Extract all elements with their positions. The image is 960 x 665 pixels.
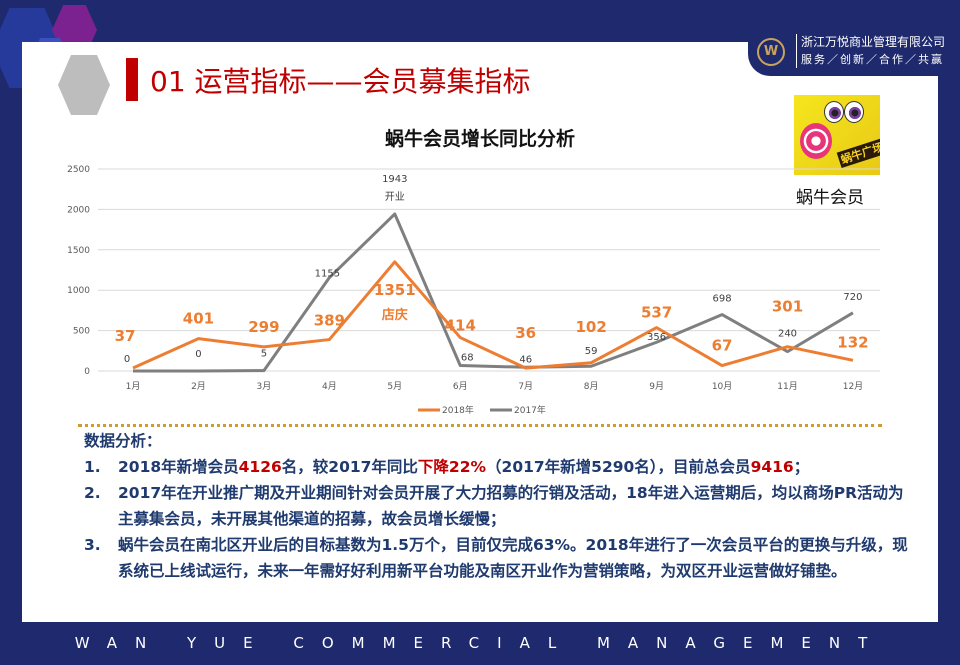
data-label: 1351 xyxy=(374,281,416,299)
x-tick-label: 6月 xyxy=(453,381,468,392)
x-tick-label: 2月 xyxy=(191,381,206,392)
snail-mascot-image: 蜗牛广场 xyxy=(794,95,880,175)
y-tick-label: 1500 xyxy=(67,246,90,256)
data-label: 299 xyxy=(248,318,279,336)
data-label: 698 xyxy=(713,294,732,305)
content-panel xyxy=(22,42,938,622)
y-tick-label: 0 xyxy=(84,367,90,377)
x-tick-label: 11月 xyxy=(777,381,797,392)
series-line xyxy=(132,260,854,370)
analysis-section: 数据分析： 1. 2018年新增会员4126名，较2017年同比下降22%（20… xyxy=(84,430,908,584)
chart-title: 蜗牛会员增长同比分析 xyxy=(384,128,575,150)
data-label: 0 xyxy=(195,349,201,360)
data-label: 67 xyxy=(712,337,733,355)
x-tick-label: 10月 xyxy=(712,381,732,392)
data-label: 356 xyxy=(647,332,666,343)
company-slogan: 服务／创新／合作／共赢 xyxy=(801,53,944,66)
snail-member-label: 蜗牛会员 xyxy=(796,188,864,208)
analysis-heading: 数据分析： xyxy=(84,432,162,450)
analysis-item: 2. 2017年在开业推广期及开业期间针对会员开展了大力招募的行销及活动，18年… xyxy=(84,480,908,532)
item-text: 2017年在开业推广期及开业期间针对会员开展了大力招募的行销及活动，18年进入运… xyxy=(118,484,904,528)
x-tick-label: 4月 xyxy=(322,381,337,392)
item-text: 2018年新增会员4126名，较2017年同比下降22%（2017年新增5290… xyxy=(118,458,810,476)
x-tick-label: 5月 xyxy=(387,381,402,392)
data-label: 59 xyxy=(585,346,598,357)
data-label: 1155 xyxy=(315,269,340,280)
page-title: 01 运营指标——会员募集指标 xyxy=(150,65,531,98)
data-label: 240 xyxy=(778,329,797,340)
x-tick-label: 1月 xyxy=(126,381,141,392)
data-label: 720 xyxy=(843,292,862,303)
data-label: 389 xyxy=(314,312,345,330)
data-label: 537 xyxy=(641,304,672,322)
x-tick-label: 7月 xyxy=(518,381,533,392)
data-label: 102 xyxy=(575,318,606,336)
footer-tagline: WAN YUE COMMERCIAL MANAGEMENT xyxy=(74,634,886,652)
legend-label: 2018年 xyxy=(442,404,474,416)
data-label: 37 xyxy=(115,327,136,345)
item-number: 3. xyxy=(84,536,101,554)
company-name: 浙江万悦商业管理有限公司 xyxy=(801,35,946,49)
company-logo: W xyxy=(757,38,785,66)
analysis-item: 1. 2018年新增会员4126名，较2017年同比下降22%（2017年新增5… xyxy=(84,454,908,480)
annotation-label: 开业 xyxy=(385,191,405,203)
data-label: 132 xyxy=(837,333,868,351)
annotation-label: 店庆 xyxy=(382,307,408,323)
data-label: 5 xyxy=(261,349,267,360)
series-line xyxy=(133,212,854,373)
item-number: 2. xyxy=(84,484,101,502)
y-tick-label: 2000 xyxy=(67,205,90,215)
data-label: 401 xyxy=(183,310,214,328)
y-tick-label: 500 xyxy=(73,327,90,337)
title-accent-bar xyxy=(126,58,138,101)
item-number: 1. xyxy=(84,458,101,476)
analysis-item: 3. 蜗牛会员在南北区开业后的目标基数为1.5万个，目前仅完成63%。2018年… xyxy=(84,532,908,584)
x-tick-label: 12月 xyxy=(843,381,863,392)
legend-label: 2017年 xyxy=(514,404,546,416)
data-label: 301 xyxy=(772,298,803,316)
y-tick-label: 1000 xyxy=(67,286,90,296)
data-label: 0 xyxy=(124,354,130,365)
y-tick-label: 2500 xyxy=(67,165,90,175)
data-label: 46 xyxy=(519,354,532,365)
x-tick-label: 8月 xyxy=(584,381,599,392)
data-label: 1943 xyxy=(382,174,407,185)
data-label: 68 xyxy=(461,353,474,364)
x-tick-label: 3月 xyxy=(257,381,272,392)
data-label: 36 xyxy=(515,324,536,342)
item-text: 蜗牛会员在南北区开业后的目标基数为1.5万个，目前仅完成63%。2018年进行了… xyxy=(118,536,908,580)
company-info: 浙江万悦商业管理有限公司 服务／创新／合作／共赢 xyxy=(796,34,945,68)
data-label: 414 xyxy=(445,317,476,335)
x-tick-label: 9月 xyxy=(649,381,664,392)
dotted-divider xyxy=(78,424,882,427)
